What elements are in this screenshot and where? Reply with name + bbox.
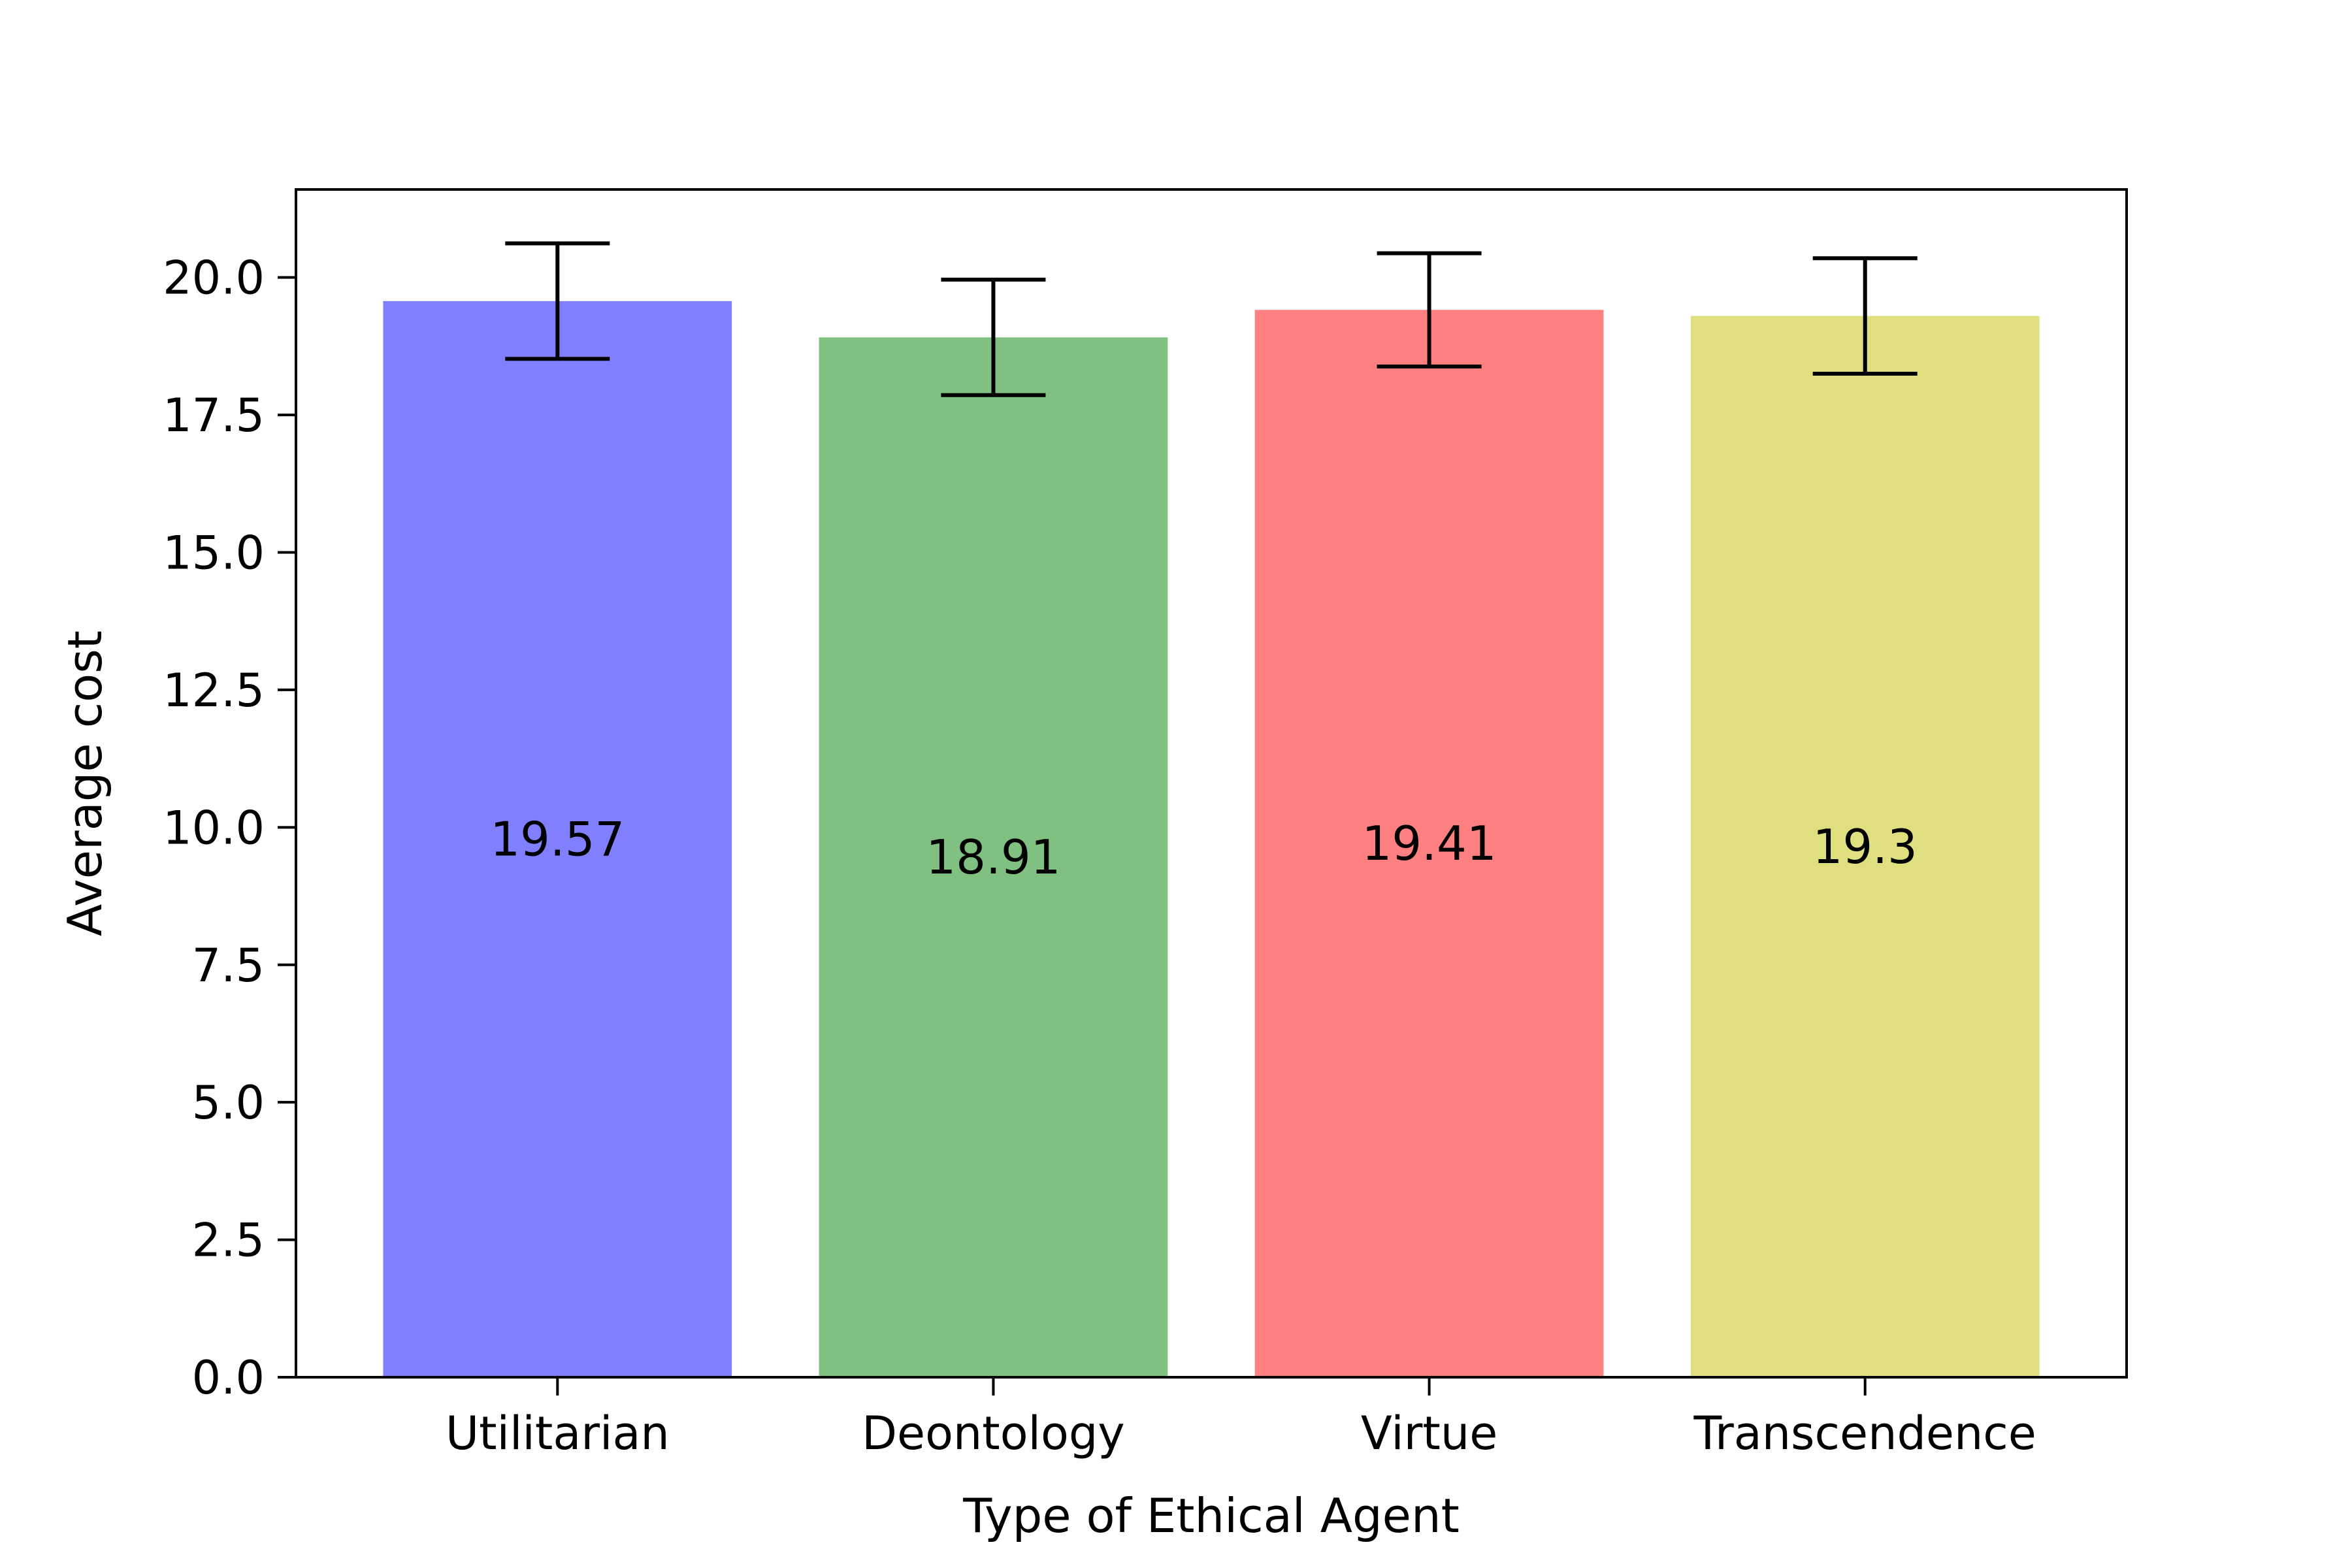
error-bar-deontology	[941, 278, 1046, 397]
error-bars-layer	[505, 241, 1918, 397]
data-labels-layer: 19.57 18.91 19.41 19.3	[490, 811, 1918, 885]
y-tick-label: 10.0	[163, 801, 265, 855]
y-axis: 0.0 2.5 5.0 7.5 10.0 12.5 15.0 17.5 20.0	[163, 252, 296, 1405]
data-label: 19.57	[490, 811, 625, 866]
y-tick-label: 12.5	[163, 664, 265, 717]
y-tick-label: 2.5	[192, 1214, 265, 1267]
data-label: 19.41	[1362, 816, 1497, 871]
error-bar-utilitarian	[505, 241, 610, 361]
bar-virtue	[1254, 310, 1604, 1378]
error-bar-transcendence	[1812, 256, 1918, 376]
x-tick-label: Transcendence	[1693, 1407, 2036, 1460]
plot-frame	[295, 188, 2128, 1379]
x-tick-label: Virtue	[1361, 1407, 1497, 1460]
data-label: 18.91	[926, 830, 1060, 885]
x-axis-title: Type of Ethical Agent	[962, 1488, 1460, 1543]
y-tick-label: 5.0	[192, 1076, 265, 1130]
bar-utilitarian	[383, 301, 732, 1377]
y-tick-label: 7.5	[192, 939, 265, 992]
data-label: 19.3	[1813, 819, 1918, 874]
bar-transcendence	[1690, 316, 2040, 1377]
bars-layer	[383, 301, 2040, 1378]
y-tick-label: 20.0	[163, 252, 265, 305]
x-axis: Utilitarian Deontology Virtue Transcendence	[446, 1377, 2036, 1460]
y-axis-title: Average cost	[57, 630, 112, 936]
y-tick-label: 0.0	[192, 1351, 265, 1405]
x-tick-label: Utilitarian	[446, 1407, 670, 1460]
error-bar-virtue	[1377, 251, 1482, 369]
y-tick-label: 17.5	[163, 389, 265, 442]
bar-deontology	[819, 337, 1168, 1377]
x-tick-label: Deontology	[862, 1407, 1125, 1460]
y-tick-label: 15.0	[163, 527, 265, 580]
